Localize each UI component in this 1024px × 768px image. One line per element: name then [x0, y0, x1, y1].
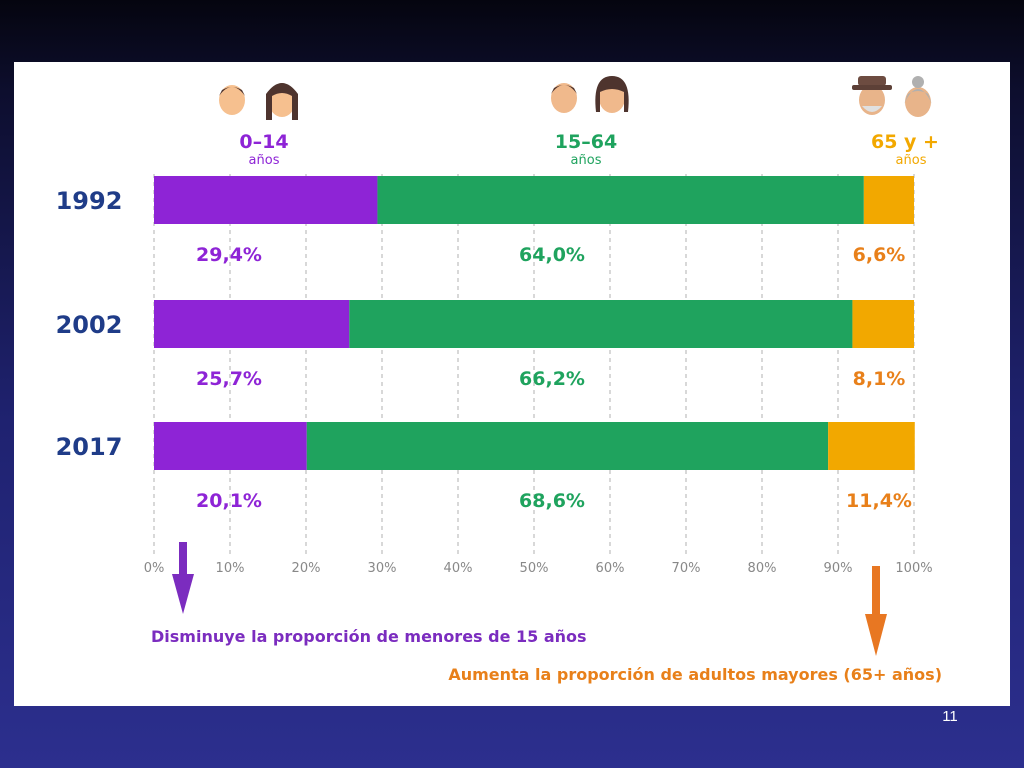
decrease-arrow-icon — [172, 574, 194, 614]
decrease-annotation: Disminuye la proporción de menores de 15… — [151, 627, 587, 646]
slide-number: 11 — [942, 708, 958, 725]
increase-annotation: Aumenta la proporción de adultos mayores… — [448, 665, 942, 684]
x-tick-label: 80% — [748, 561, 777, 576]
bar-segment-2002-2 — [349, 300, 853, 348]
decrease-arrow-shaft — [179, 542, 187, 576]
group-sublabel: años — [249, 153, 280, 168]
bar-segment-2002-3 — [852, 300, 914, 348]
x-tick-label: 10% — [216, 561, 245, 576]
year-label: 2017 — [56, 433, 123, 461]
bar-segment-1992-3 — [863, 176, 914, 224]
bar-segment-2002-1 — [154, 300, 350, 348]
increase-arrow-icon — [865, 614, 887, 656]
elderly-woman-icon — [904, 76, 932, 117]
x-tick-label: 40% — [444, 561, 473, 576]
bar-segment-1992-2 — [377, 176, 864, 224]
x-tick-label: 30% — [368, 561, 397, 576]
child-boy-icon — [219, 85, 245, 115]
data-label: 64,0% — [519, 244, 585, 266]
bar-segment-2017-2 — [306, 422, 829, 470]
data-label: 66,2% — [519, 368, 585, 390]
group-label: 65 y + — [871, 131, 939, 153]
increase-arrow-shaft — [872, 566, 880, 616]
bar-segment-2017-3 — [828, 422, 915, 470]
year-label: 1992 — [56, 187, 123, 215]
data-label: 20,1% — [196, 490, 262, 512]
x-tick-label: 50% — [520, 561, 549, 576]
data-label: 6,6% — [853, 244, 906, 266]
data-label: 29,4% — [196, 244, 262, 266]
x-tick-label: 70% — [672, 561, 701, 576]
x-tick-label: 60% — [596, 561, 625, 576]
data-label: 68,6% — [519, 490, 585, 512]
age-structure-chart: 0% 10% 20% 30% 40% 50% 60% 70% 80% 90% 100% 1992 29,… — [56, 76, 942, 684]
bar-segment-1992-1 — [154, 176, 378, 224]
group-label: 15–64 — [555, 131, 617, 153]
x-tick-label: 20% — [292, 561, 321, 576]
group-sublabel: años — [571, 153, 602, 168]
adult-man-icon — [551, 83, 577, 113]
data-label: 11,4% — [846, 490, 912, 512]
data-label: 8,1% — [853, 368, 906, 390]
child-girl-icon — [266, 83, 298, 120]
x-tick-label: 100% — [895, 561, 932, 576]
elderly-man-icon — [852, 76, 892, 115]
group-label: 0–14 — [239, 131, 288, 153]
bar-segment-2017-1 — [154, 422, 307, 470]
year-label: 2002 — [56, 311, 123, 339]
x-tick-label: 0% — [144, 561, 165, 576]
x-tick-label: 90% — [824, 561, 853, 576]
data-label: 25,7% — [196, 368, 262, 390]
group-sublabel: años — [896, 153, 927, 168]
slide-content-panel: 0% 10% 20% 30% 40% 50% 60% 70% 80% 90% 100% 1992 29,… — [14, 62, 1010, 706]
adult-woman-icon — [595, 76, 629, 113]
